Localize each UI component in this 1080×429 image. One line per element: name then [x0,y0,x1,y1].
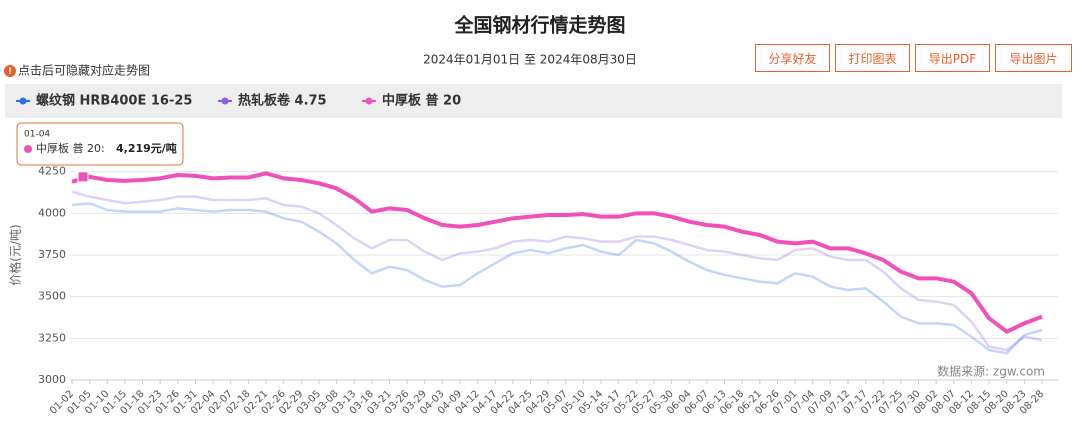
series-line [71,202,1043,355]
series-line [71,190,1043,352]
hint-icon [4,65,16,77]
tooltip-date: 01-04 [24,130,50,140]
legend-bg [5,84,1062,118]
legend-icon [365,97,373,105]
tooltip-box [16,122,184,166]
subtitle: 2024年01月01日 至 2024年08月30日 [423,53,637,67]
y-axis-label: 价格(元/吨) [8,224,23,285]
hint-icon-mark: ! [8,67,12,77]
y-tick-label: 3250 [38,331,66,344]
legend-label[interactable]: 热轧板卷 4.75 [238,93,327,109]
tooltip-value: 4,219元/吨 [116,141,177,155]
legend-icon [19,97,27,105]
button[interactable]: 分享好友 [755,44,830,72]
tooltip-label: 中厚板 普 20: [36,141,105,155]
y-tick-label: 3750 [38,248,66,261]
legend-label[interactable]: 中厚板 普 20 [382,93,461,109]
series-line [71,171,1043,334]
source: 数据来源: zgw.com [937,364,1045,379]
y-tick-label: 4000 [38,206,66,219]
button[interactable]: 导出PDF [915,44,990,72]
hint: 点击后可隐藏对应走势图 [18,63,150,78]
y-tick-label: 4250 [38,165,66,178]
tooltip-dot [24,145,32,153]
legend-icon [221,97,229,105]
tooltip-marker [77,171,89,183]
y-tick-label: 3500 [38,290,66,303]
chart-title: 全国钢材行情走势图 [453,14,625,37]
y-tick-label: 3000 [38,373,66,386]
button[interactable]: 打印图表 [835,44,910,72]
button[interactable]: 导出图片 [995,44,1072,72]
legend-label[interactable]: 螺纹钢 HRB400E 16-25 [36,93,192,109]
